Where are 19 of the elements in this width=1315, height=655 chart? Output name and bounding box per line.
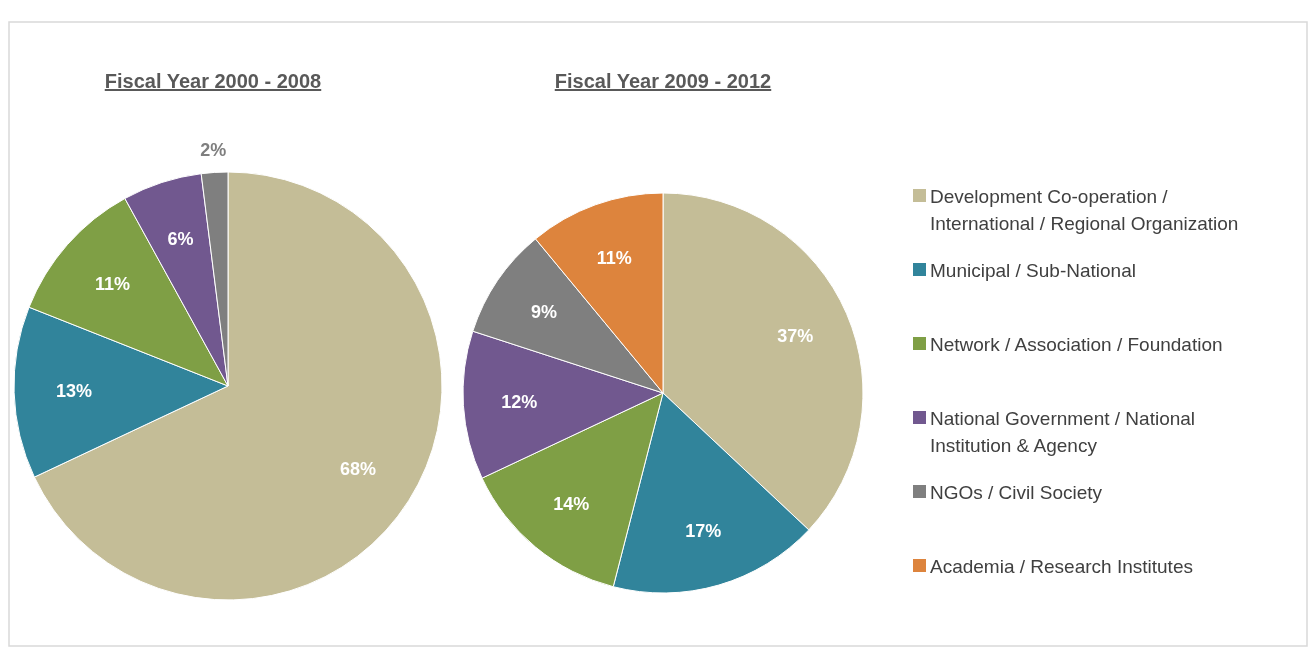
legend-label: National Government / National Institution & Agency: [930, 407, 1196, 456]
data-label: 14%: [553, 493, 590, 514]
data-label: 68%: [340, 458, 377, 479]
data-label: 12%: [501, 392, 538, 413]
legend-label: Academia / Research Institutes: [930, 555, 1193, 577]
data-label: 9%: [530, 302, 557, 323]
data-label: 37%: [777, 325, 814, 346]
legend-label: Municipal / Sub-National: [930, 259, 1136, 281]
chart-title: Fiscal Year 2009 - 2012: [554, 70, 772, 92]
legend-label: NGOs / Civil Society: [930, 481, 1103, 503]
chart-title: Fiscal Year 2000 - 2008: [104, 70, 322, 92]
data-label: 11%: [94, 274, 130, 295]
data-label: 6%: [167, 229, 194, 250]
data-label: 2%: [200, 140, 227, 161]
data-label: 13%: [55, 380, 93, 401]
legend-label: Development Co-operation / International / Regional Organization: [930, 185, 1239, 234]
legend-label: Network / Association / Foundation: [930, 333, 1223, 355]
data-label: 11%: [596, 247, 632, 268]
data-label: 17%: [685, 521, 722, 542]
